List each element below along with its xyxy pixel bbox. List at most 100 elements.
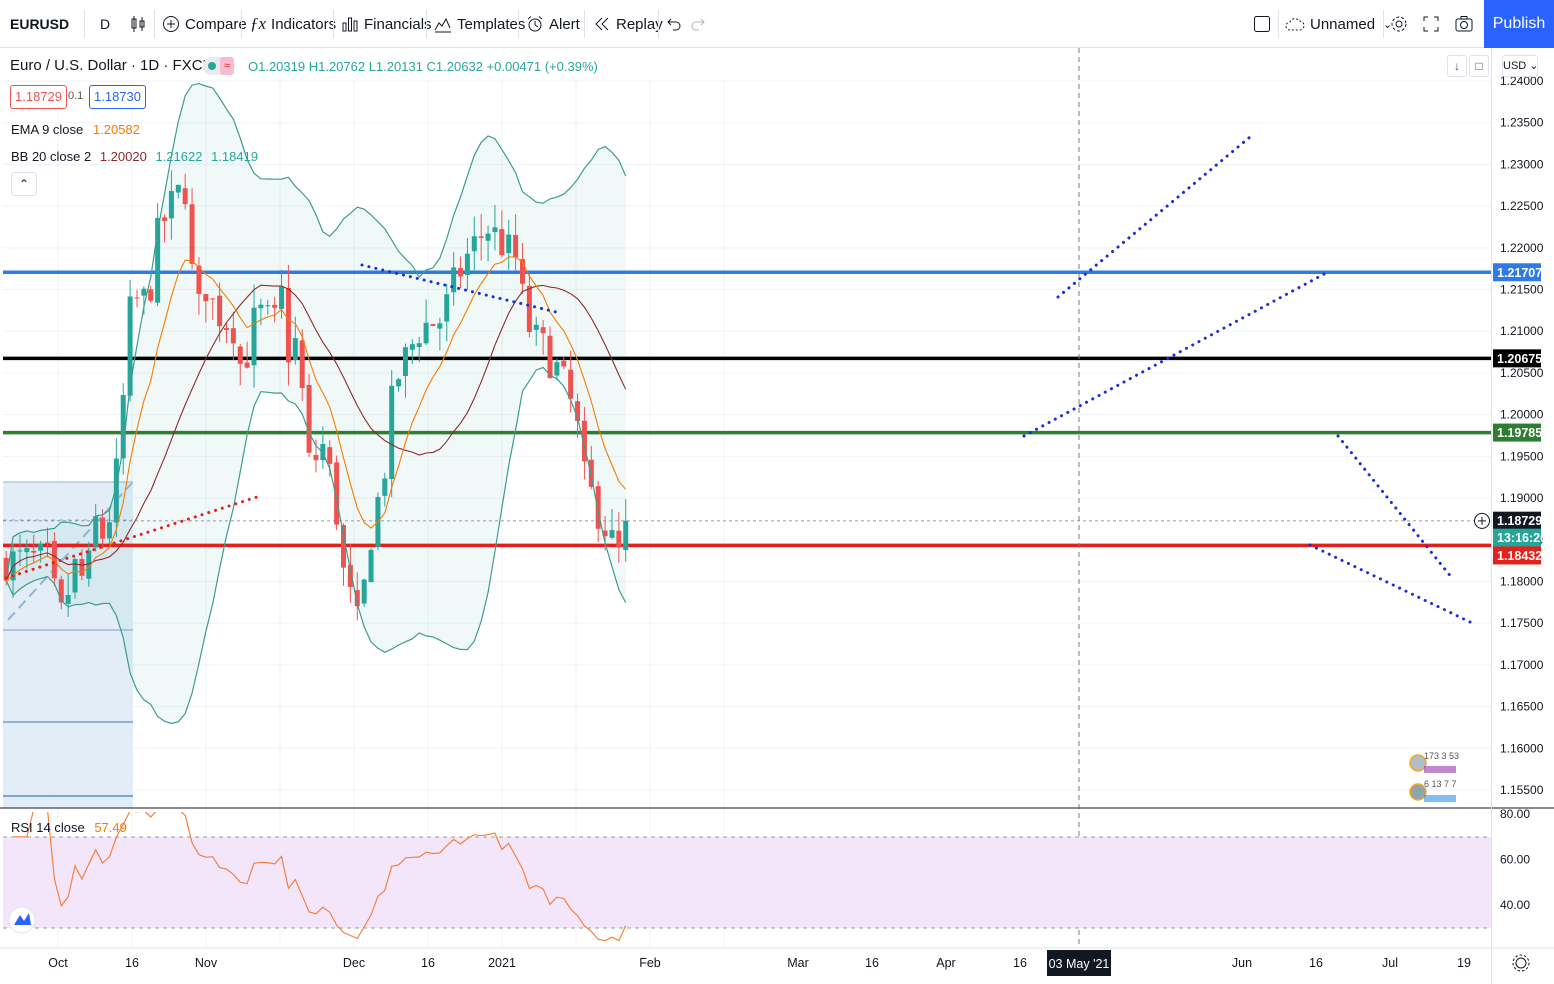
square-icon: □ [1475,59,1483,73]
layout-menu[interactable]: Unnamed ⌄ [1285,8,1392,40]
candle-body [575,401,581,421]
candle-body [292,338,298,360]
time-tick-label: 2021 [488,956,516,970]
price-tick-label: 1.16000 [1500,741,1544,755]
price-label-box [1493,546,1541,565]
snapshot-button[interactable] [1454,8,1479,40]
plus-circle-icon [163,16,179,32]
price-chart[interactable]: 1.24000 1.23500 1.23000 1.22500 1.22000 1.215… [0,48,1554,984]
time-axis[interactable]: Oct 16 Nov Dec 16 2021 Feb Mar 16 Apr 16 Jun 16 Jul 19… [48,950,1471,976]
templates-label: Templates [457,15,526,33]
time-tick-label: 16 [865,956,879,970]
candle-body [120,395,126,459]
ema-label: EMA 9 close [11,122,84,137]
candle-body [354,590,360,607]
ohlc-values: O1.20319 H1.20762 L1.20131 C1.20632 +0.0… [248,59,598,74]
sell-price-button[interactable]: 1.18729 [10,85,67,109]
symbol-search[interactable]: EURUSD [10,16,70,32]
fullscreen-button[interactable] [1422,8,1445,40]
candle-body [561,360,567,367]
rsi-polyline [13,812,627,942]
replay-label: Replay [616,15,663,33]
financials-button[interactable]: Financials [341,8,432,40]
candle-body [244,362,250,368]
time-tick-label: 16 [125,956,139,970]
undo-button[interactable] [666,8,687,40]
candle-body [609,530,615,538]
candle-body [148,289,154,301]
rsi-tick-label: 60.00 [1500,853,1530,867]
time-tick-label: Mar [787,956,809,970]
price-axis[interactable]: 1.24000 1.23500 1.23000 1.22500 1.22000 1.215… [1500,74,1544,797]
chart-type-button[interactable] [128,8,153,40]
bb-legend[interactable]: BB 20 close 2 1.20020 1.21622 1.18419 [11,149,258,164]
templates-icon [434,17,451,33]
time-tick-label: Jul [1382,956,1398,970]
interval-button[interactable]: D [100,16,111,32]
maximize-pane-button[interactable]: □ [1469,55,1489,77]
candle-body [464,253,470,276]
indicator-lines [5,82,627,725]
candle-body [409,344,415,350]
compare-button[interactable]: Compare [162,8,247,40]
toolbar-divider [518,10,519,38]
dotted-trend-line [1336,434,1454,580]
price-tick-label: 1.21500 [1500,283,1544,297]
economic-event-badges[interactable]: 173 3 53 6 13 7 7 [1409,751,1459,802]
replay-button[interactable]: Replay [593,8,663,40]
candle-body [168,191,174,219]
toolbar-divider [154,10,155,38]
top-toolbar: EURUSD D Compare ƒx Indicators Financial… [0,0,1554,48]
currency-button[interactable]: USD ⌄ [1502,55,1539,77]
publish-button[interactable]: Publish [1484,0,1554,48]
time-settings-button[interactable] [1512,954,1530,972]
candle-body [602,530,608,537]
ema-legend[interactable]: EMA 9 close 1.20582 [11,122,140,137]
badge-bar [1424,795,1456,802]
price-tick-label: 1.16500 [1500,700,1544,714]
badge-bottom-text: 6 13 7 7 [1424,779,1457,789]
buy-price-button[interactable]: 1.18730 [89,85,146,109]
last-price-plus-button[interactable] [1474,512,1490,529]
redo-button[interactable] [690,8,711,40]
candle-body [217,295,223,327]
alert-button[interactable]: Alert [526,8,580,40]
candle-body [361,579,367,604]
candle-body [100,517,106,539]
ema-value: 1.20582 [92,122,140,137]
rsi-legend[interactable]: RSI 14 close 57.49 [11,820,127,835]
scroll-to-bottom-button[interactable]: ↓ [1447,55,1467,77]
candle-body [430,323,436,326]
chevron-down-icon: ⌄ [1383,18,1393,31]
candle-body [3,557,9,581]
crosshair-date-label: 03 May '21 [1049,957,1110,971]
candle-body [210,298,216,300]
settings-button[interactable] [1389,8,1414,40]
candles [3,170,629,621]
price-label-text: 13:16:20 [1497,531,1547,545]
tradingview-logo[interactable] [8,906,36,934]
candle-body [38,543,44,551]
candle-body [513,234,519,258]
market-status-icons: ≈ [203,57,235,78]
symbol-title[interactable]: Euro / U.S. Dollar · 1D · FXCM [10,57,216,74]
candle-body [258,304,264,309]
candle-body [499,229,505,256]
select-layout-checkbox[interactable] [1253,8,1276,40]
collapse-legend-button[interactable]: ⌃ [11,172,37,196]
candle-body [72,559,78,593]
time-tick-label: Feb [639,956,661,970]
price-tick-label: 1.20500 [1500,366,1544,380]
candle-body [437,323,443,329]
price-tick-label: 1.15500 [1500,783,1544,797]
data-delay-icon: ≈ [220,57,234,75]
price-tick-label: 1.17000 [1500,658,1544,672]
bollinger-upper-line [5,82,627,581]
indicators-button[interactable]: ƒx Indicators [250,8,336,40]
trend-lines[interactable] [4,135,1472,624]
toolbar-divider [333,10,334,38]
candle-body [554,362,560,376]
templates-button[interactable]: Templates [434,8,525,40]
alarm-clock-icon [527,16,543,32]
price-tick-label: 1.19500 [1500,449,1544,463]
